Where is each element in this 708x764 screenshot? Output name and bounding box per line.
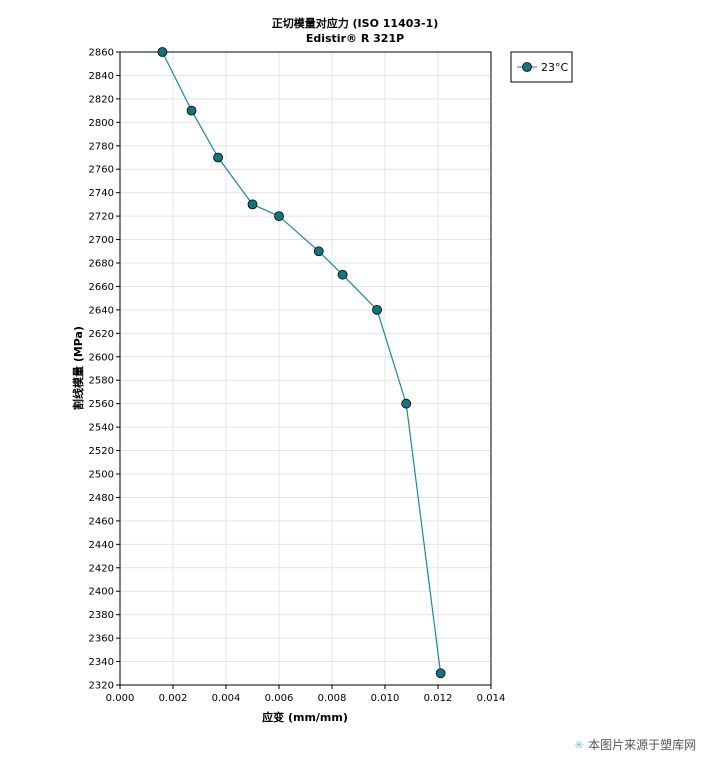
- data-point: [213, 152, 223, 163]
- y-tick-label: 2760: [89, 165, 114, 176]
- y-tick-label: 2540: [89, 423, 114, 434]
- y-tick-label: 2820: [89, 94, 114, 105]
- y-tick-label: 2660: [89, 282, 114, 293]
- y-tick-label: 2480: [89, 493, 114, 504]
- data-point: [401, 398, 412, 409]
- chart-title: 正切模量对应力 (ISO 11403-1): [272, 16, 439, 30]
- x-tick-label: 0.002: [159, 693, 188, 704]
- y-tick-label: 2460: [89, 516, 114, 527]
- plot-area: [119, 51, 492, 686]
- y-tick-label: 2420: [89, 563, 114, 574]
- x-tick-label: 0.012: [424, 693, 453, 704]
- data-point: [372, 304, 382, 315]
- data-point: [337, 269, 348, 280]
- y-tick-label: 2340: [89, 657, 114, 668]
- data-point: [247, 199, 258, 210]
- y-tick-label: 2840: [89, 71, 114, 82]
- x-tick-label: 0.004: [212, 693, 241, 704]
- y-tick-label: 2360: [89, 634, 114, 645]
- y-tick-label: 2440: [89, 540, 114, 551]
- y-tick-label: 2380: [89, 610, 114, 621]
- y-tick-label: 2500: [89, 470, 114, 481]
- x-tick-label: 0.006: [265, 693, 294, 704]
- data-point: [186, 105, 197, 116]
- x-tick-label: 0.010: [371, 693, 400, 704]
- grid: [119, 51, 492, 686]
- x-axis-label: 应变 (mm/mm): [262, 710, 348, 724]
- legend-marker: [522, 62, 532, 72]
- data-point: [157, 47, 168, 57]
- y-tick-label: 2560: [89, 399, 114, 410]
- watermark-text: 本图片来源于塑库网: [588, 738, 697, 752]
- watermark: ✳ 本图片来源于塑库网: [574, 736, 696, 753]
- legend-label: 23°C: [541, 61, 568, 74]
- data-point: [274, 211, 284, 222]
- legend: 23°C: [510, 51, 573, 83]
- y-tick-label: 2620: [89, 329, 114, 340]
- series-line: [161, 51, 442, 674]
- x-tick-label: 0.000: [106, 693, 135, 704]
- y-tick-label: 2700: [89, 235, 114, 246]
- data-point: [435, 668, 446, 679]
- y-tick-label: 2600: [89, 352, 114, 363]
- y-tick-label: 2400: [89, 587, 114, 598]
- series-group: [157, 47, 446, 679]
- y-tick-label: 2520: [89, 446, 114, 457]
- y-tick-label: 2580: [89, 376, 114, 387]
- y-tick-label: 2800: [89, 118, 114, 129]
- y-tick-label: 2320: [89, 681, 114, 692]
- y-axis-label: 割线模量 (MPa): [71, 326, 85, 410]
- x-tick-label: 0.008: [318, 693, 347, 704]
- y-tick-label: 2780: [89, 141, 114, 152]
- y-axis: 2320 2340 2360 2380 2400 2420 2440 2460 2480 2500…: [89, 48, 120, 692]
- y-tick-label: 2640: [89, 305, 114, 316]
- x-tick-label: 0.014: [477, 693, 506, 704]
- star-icon: ✳: [574, 738, 585, 752]
- data-point: [313, 246, 324, 257]
- y-tick-label: 2680: [89, 259, 114, 270]
- y-tick-label: 2720: [89, 212, 114, 223]
- x-axis: 0.000 0.002 0.004 0.006 0.008 0.010 0.012 0.014: [106, 685, 506, 704]
- chart-subtitle: Edistir® R 321P: [306, 32, 404, 45]
- y-tick-label: 2740: [89, 188, 114, 199]
- y-tick-label: 2860: [89, 48, 114, 59]
